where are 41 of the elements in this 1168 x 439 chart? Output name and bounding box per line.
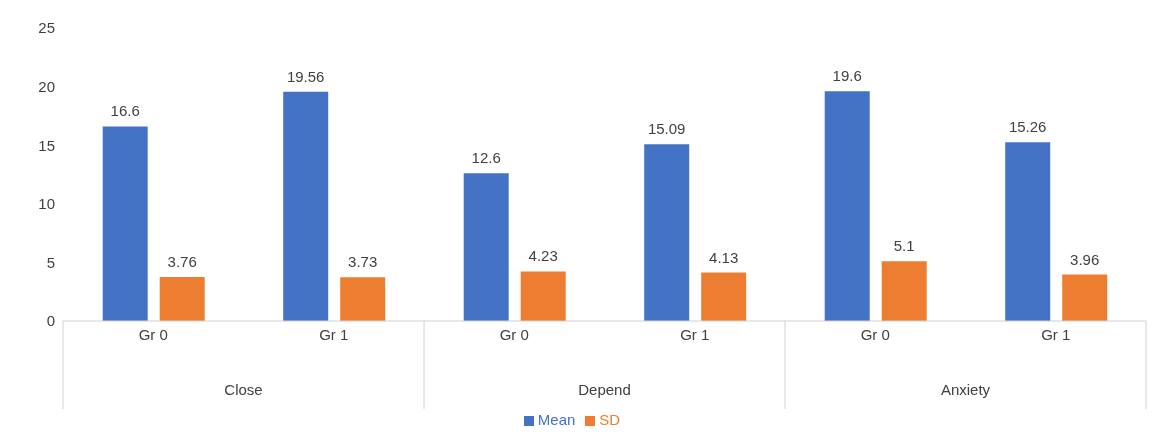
x-tick-label: Gr 0 [499,325,529,343]
data-label: 12.6 [471,149,501,167]
text: Close [224,381,263,398]
bar [1062,274,1108,321]
data-label: 15.09 [647,120,686,138]
bar [1005,142,1051,321]
bar [520,271,566,321]
bar [340,277,386,321]
bar [463,173,509,321]
y-tick-label: 15 [38,136,55,154]
bar [824,91,870,321]
data-label: 19.6 [832,67,862,85]
bar [102,126,148,321]
data-label: 15.26 [1008,118,1047,136]
data-label: 5.1 [893,237,915,255]
data-label: 19.56 [286,67,325,85]
x-tick-label: Gr 0 [138,325,168,343]
x-tick-label: Gr 1 [1041,325,1071,343]
y-tick-label: 5 [46,253,55,271]
text: Depend [578,381,631,398]
x-tick-label: Gr 0 [860,325,890,343]
bar [159,276,205,321]
data-label: 3.96 [1070,250,1100,268]
bar [881,261,927,321]
x-tick-label: Gr 1 [319,325,349,343]
x-tick-label: Gr 1 [680,325,710,343]
y-tick-label: 10 [38,195,55,213]
legend-label: Mean [537,411,576,428]
data-label: 4.13 [709,248,739,266]
data-label: 16.6 [110,102,140,120]
data-label: 4.23 [528,247,558,265]
legend-label: SD [599,411,621,428]
bar [701,272,747,321]
y-tick-label: 0 [46,312,55,330]
y-tick-label: 25 [38,19,55,37]
text: Anxiety [940,381,991,398]
y-tick-label: 20 [38,77,55,95]
bar [644,144,690,321]
data-label: 3.73 [348,253,378,271]
bar [283,91,329,321]
data-label: 3.76 [167,252,197,270]
